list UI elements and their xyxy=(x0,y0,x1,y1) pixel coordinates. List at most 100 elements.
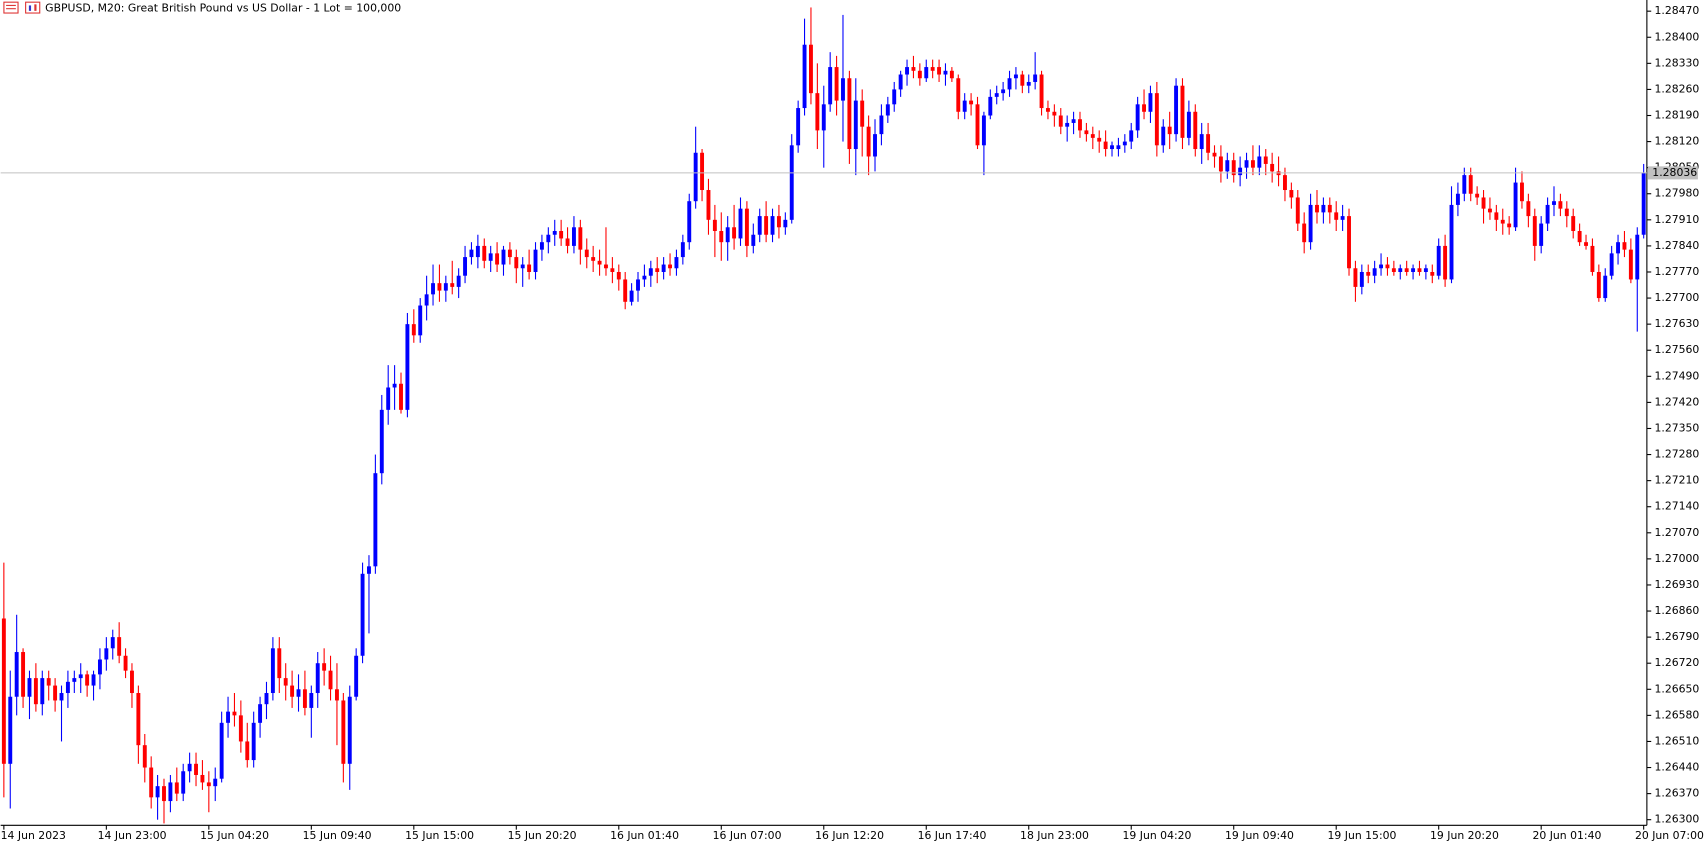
candle-body xyxy=(1206,134,1211,153)
candle-body xyxy=(181,771,186,794)
candle-body xyxy=(136,693,141,746)
candle-body xyxy=(930,67,935,71)
candle-body xyxy=(450,283,455,287)
candle-body xyxy=(616,271,621,280)
y-tick-label: 1.26300 xyxy=(1654,813,1699,826)
candle-body xyxy=(1513,182,1518,228)
candle-body xyxy=(1270,163,1275,172)
candle-body xyxy=(411,324,416,336)
candle-body xyxy=(1404,268,1409,272)
candle-body xyxy=(636,279,640,291)
candle-body xyxy=(533,249,538,272)
candle-body xyxy=(1411,268,1416,272)
icon xyxy=(28,5,32,11)
candle-body xyxy=(1552,201,1556,205)
candle-body xyxy=(437,283,442,291)
y-tick-label: 1.28330 xyxy=(1654,56,1699,69)
candle-body xyxy=(712,219,717,232)
candle-body xyxy=(206,782,211,787)
candle-body xyxy=(552,231,557,235)
candle-body xyxy=(91,674,96,686)
candle-body xyxy=(1532,216,1537,246)
y-tick-label: 1.28400 xyxy=(1654,30,1699,43)
candle-body xyxy=(821,104,826,131)
candle-body xyxy=(1,618,6,764)
candle-body xyxy=(290,685,295,697)
candle-body xyxy=(629,290,634,302)
candle-body xyxy=(245,741,250,761)
candle-body xyxy=(367,566,371,574)
candle-body xyxy=(59,693,64,701)
candle-body xyxy=(475,245,480,258)
candle-body xyxy=(1423,268,1428,272)
candle-body xyxy=(149,767,154,798)
candle-body xyxy=(174,782,179,794)
candle-body xyxy=(1494,212,1499,220)
candle-body xyxy=(539,242,544,250)
candle-body xyxy=(373,473,378,567)
candle-body xyxy=(1327,204,1332,213)
candle-body xyxy=(1065,122,1070,127)
candle-body xyxy=(1193,111,1198,150)
candle-body xyxy=(226,711,231,723)
candle-body xyxy=(1590,245,1595,272)
candle-body xyxy=(1129,130,1134,142)
candle-body xyxy=(744,208,749,246)
candle-body xyxy=(1436,245,1441,276)
candle-body xyxy=(1449,204,1454,280)
y-tick-label: 1.27420 xyxy=(1654,395,1699,408)
candle-body xyxy=(334,689,339,701)
candle-body xyxy=(232,711,237,716)
candle-body xyxy=(1571,216,1576,232)
candle-body xyxy=(104,648,109,660)
candle-body xyxy=(65,681,70,694)
candle-body xyxy=(424,294,429,306)
candle-body xyxy=(738,208,743,239)
candle-body xyxy=(315,663,320,694)
candle-body xyxy=(623,279,628,302)
candle-body xyxy=(1218,156,1223,172)
candle-body xyxy=(1577,231,1582,243)
candle-body xyxy=(14,652,19,697)
candle-body xyxy=(853,100,858,150)
candle-body xyxy=(1135,104,1140,131)
candle-body xyxy=(680,242,685,258)
candle-body xyxy=(379,409,384,474)
candle-body xyxy=(1052,111,1057,116)
candle-body xyxy=(405,324,410,410)
candle-body xyxy=(1603,275,1608,299)
candle-body xyxy=(53,685,58,701)
candle-body xyxy=(949,70,954,79)
y-tick-label: 1.27350 xyxy=(1654,421,1699,434)
candle-body xyxy=(796,108,801,146)
y-tick-label: 1.27140 xyxy=(1654,500,1699,513)
candle-body xyxy=(123,655,128,671)
y-tick-label: 1.27700 xyxy=(1654,291,1699,304)
candle-body xyxy=(917,70,922,79)
candle-body xyxy=(1417,268,1422,272)
candle-body xyxy=(1487,208,1492,213)
x-tick-label: 16 Jun 01:40 xyxy=(610,829,679,842)
y-tick-label: 1.27070 xyxy=(1654,526,1699,539)
x-tick-label: 16 Jun 12:20 xyxy=(815,829,884,842)
candle-body xyxy=(847,78,852,150)
candle-body xyxy=(187,763,192,772)
candle-body xyxy=(85,674,90,686)
candle-body xyxy=(501,249,506,265)
candle-body xyxy=(1225,160,1230,172)
candle-body xyxy=(1398,268,1403,272)
candle-body xyxy=(46,678,51,686)
candle-body xyxy=(1628,249,1633,280)
x-tick-label: 16 Jun 07:00 xyxy=(713,829,782,842)
candle-body xyxy=(770,216,775,235)
y-tick-label: 1.27560 xyxy=(1654,343,1699,356)
candle-body xyxy=(828,67,833,105)
y-tick-label: 1.27980 xyxy=(1654,187,1699,200)
candle-body xyxy=(975,104,980,146)
x-tick-label: 14 Jun 2023 xyxy=(1,829,66,842)
candle-body xyxy=(841,78,845,101)
candle-body xyxy=(1641,172,1646,235)
candle-body xyxy=(456,275,461,287)
